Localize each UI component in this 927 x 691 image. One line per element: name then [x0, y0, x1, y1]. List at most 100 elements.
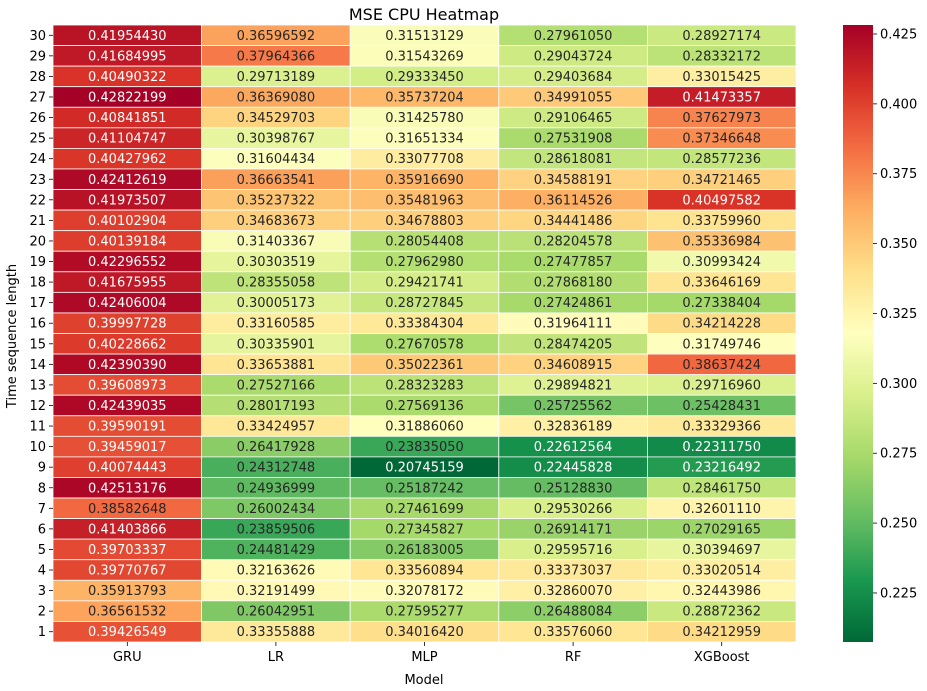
- cell-value-label: 0.27569136: [385, 399, 464, 414]
- cell-value-label: 0.23216492: [682, 461, 761, 476]
- cell-value-label: 0.42439035: [88, 399, 167, 414]
- cell-value-label: 0.36369080: [237, 90, 316, 105]
- colorbar-gradient: [843, 25, 873, 642]
- cell-value-label: 0.27531908: [534, 132, 613, 147]
- cell-value-label: 0.28474205: [534, 337, 613, 352]
- cell-value-label: 0.33373037: [534, 564, 613, 579]
- cell-value-label: 0.33384304: [385, 317, 464, 332]
- cell-value-label: 0.25187242: [385, 481, 464, 496]
- cell-value-label: 0.33560894: [385, 564, 464, 579]
- cell-value-label: 0.24936999: [237, 481, 316, 496]
- cell-value-label: 0.26914171: [534, 522, 613, 537]
- y-tick-label: 28: [29, 70, 46, 85]
- colorbar-tick-label: 0.225: [880, 586, 917, 601]
- cell-value-label: 0.31964111: [534, 317, 613, 332]
- cell-value-label: 0.33576060: [534, 625, 613, 640]
- y-tick-label: 4: [38, 564, 46, 579]
- cell-value-label: 0.27345827: [385, 522, 464, 537]
- cell-value-label: 0.42406004: [88, 296, 167, 311]
- x-axis-label: Model: [404, 673, 443, 688]
- cell-value-label: 0.27461699: [385, 502, 464, 517]
- cell-value-label: 0.39997728: [88, 317, 167, 332]
- heatmap-cell-labels: 0.41954430 0.36596592 0.31513129 0.27961050…: [88, 29, 761, 640]
- cell-value-label: 0.31886060: [385, 420, 464, 435]
- cell-value-label: 0.26042951: [237, 605, 316, 620]
- x-tick-label: RF: [565, 650, 582, 665]
- cell-value-label: 0.28577236: [682, 152, 761, 167]
- cell-value-label: 0.39608973: [88, 378, 167, 393]
- cell-value-label: 0.22445828: [534, 461, 613, 476]
- y-tick-label: 10: [29, 440, 46, 455]
- y-tick-label: 22: [29, 193, 46, 208]
- cell-value-label: 0.36114526: [534, 193, 613, 208]
- y-tick-label: 12: [29, 399, 46, 414]
- cell-value-label: 0.34016420: [385, 625, 464, 640]
- cell-value-label: 0.29333450: [385, 70, 464, 85]
- y-tick-label: 21: [29, 214, 46, 229]
- cell-value-label: 0.30394697: [682, 543, 761, 558]
- cell-value-label: 0.39459017: [88, 440, 167, 455]
- y-tick-label: 23: [29, 173, 46, 188]
- cell-value-label: 0.23859506: [237, 522, 316, 537]
- cell-value-label: 0.34721465: [682, 173, 761, 188]
- cell-value-label: 0.41104747: [88, 132, 167, 147]
- cell-value-label: 0.35336984: [682, 234, 761, 249]
- cell-value-label: 0.40139184: [88, 234, 167, 249]
- cell-value-label: 0.33077708: [385, 152, 464, 167]
- cell-value-label: 0.35237322: [237, 193, 316, 208]
- y-tick-label: 18: [29, 276, 46, 291]
- y-tick-label: 1: [38, 625, 46, 640]
- cell-value-label: 0.31425780: [385, 111, 464, 126]
- y-tick-label: 16: [29, 317, 46, 332]
- cell-value-label: 0.27962980: [385, 255, 464, 270]
- cell-value-label: 0.42513176: [88, 481, 167, 496]
- cell-value-label: 0.40427962: [88, 152, 167, 167]
- cell-value-label: 0.40841851: [88, 111, 167, 126]
- cell-value-label: 0.27868180: [534, 276, 613, 291]
- colorbar-tick-label: 0.400: [880, 97, 917, 112]
- cell-value-label: 0.32836189: [534, 420, 613, 435]
- cell-value-label: 0.33424957: [237, 420, 316, 435]
- cell-value-label: 0.34214228: [682, 317, 761, 332]
- cell-value-label: 0.26002434: [237, 502, 316, 517]
- y-tick-label: 15: [29, 337, 46, 352]
- y-tick-label: 17: [29, 296, 46, 311]
- cell-value-label: 0.26417928: [237, 440, 316, 455]
- cell-value-label: 0.34441486: [534, 214, 613, 229]
- cell-value-label: 0.25428431: [682, 399, 761, 414]
- x-tick-labels: GRU LR MLP RF XGBoost: [113, 642, 750, 665]
- cell-value-label: 0.30993424: [682, 255, 761, 270]
- x-tick-label: MLP: [411, 650, 437, 665]
- y-tick-label: 19: [29, 255, 46, 270]
- cell-value-label: 0.37964366: [237, 49, 316, 64]
- y-tick-label: 11: [29, 420, 46, 435]
- cell-value-label: 0.34529703: [237, 111, 316, 126]
- y-tick-label: 24: [29, 152, 46, 167]
- cell-value-label: 0.25128830: [534, 481, 613, 496]
- y-tick-label: 14: [29, 358, 46, 373]
- cell-value-label: 0.31513129: [385, 29, 464, 44]
- cell-value-label: 0.32601110: [682, 502, 761, 517]
- cell-value-label: 0.33653881: [237, 358, 316, 373]
- cell-value-label: 0.35916690: [385, 173, 464, 188]
- cell-value-label: 0.38582648: [88, 502, 167, 517]
- y-tick-label: 30: [29, 29, 46, 44]
- colorbar-tick-label: 0.300: [880, 377, 917, 392]
- cell-value-label: 0.29421741: [385, 276, 464, 291]
- cell-value-label: 0.35481963: [385, 193, 464, 208]
- cell-value-label: 0.31604434: [237, 152, 316, 167]
- y-tick-label: 5: [38, 543, 46, 558]
- cell-value-label: 0.30335901: [237, 337, 316, 352]
- cell-value-label: 0.28323283: [385, 378, 464, 393]
- cell-value-label: 0.28355058: [237, 276, 316, 291]
- cell-value-label: 0.27670578: [385, 337, 464, 352]
- cell-value-label: 0.29894821: [534, 378, 613, 393]
- cell-value-label: 0.33015425: [682, 70, 761, 85]
- cell-value-label: 0.27595277: [385, 605, 464, 620]
- cell-value-label: 0.33355888: [237, 625, 316, 640]
- cell-value-label: 0.41675955: [88, 276, 167, 291]
- colorbar-tick-label: 0.275: [880, 447, 917, 462]
- cell-value-label: 0.35913793: [88, 584, 167, 599]
- cell-value-label: 0.33759960: [682, 214, 761, 229]
